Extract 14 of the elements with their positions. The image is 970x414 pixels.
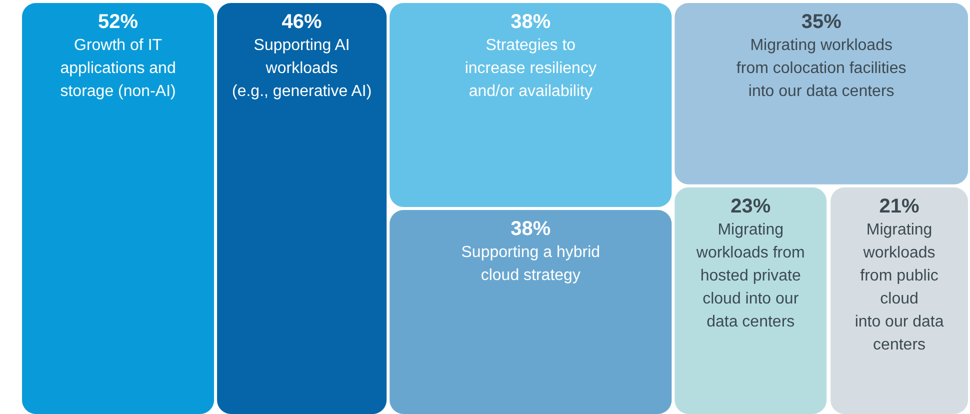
category-label: Migrating workloads from colocation facilities into our data centers <box>736 37 906 100</box>
data-label: 46% <box>282 11 322 33</box>
category-label: Supporting AI workloads (e.g., generative AI) <box>232 37 372 100</box>
data-label: 38% <box>510 11 551 33</box>
data-label: 38% <box>510 218 551 240</box>
data-label: 52% <box>98 11 138 33</box>
data-label: 21% <box>879 195 920 218</box>
category-label: Migrating workloads from public cloud into our data centers <box>854 221 944 354</box>
data-label: 35% <box>801 11 842 33</box>
category-label: Migrating workloads from hosted private cloud into our data centers <box>695 221 805 330</box>
category-label: Growth of IT applications and storage (non-AI) <box>60 37 176 100</box>
category-label: Strategies to increase resiliency and/or availability <box>464 37 596 100</box>
data-label: 23% <box>730 195 771 218</box>
category-label: Supporting a hybrid cloud strategy <box>461 244 600 284</box>
